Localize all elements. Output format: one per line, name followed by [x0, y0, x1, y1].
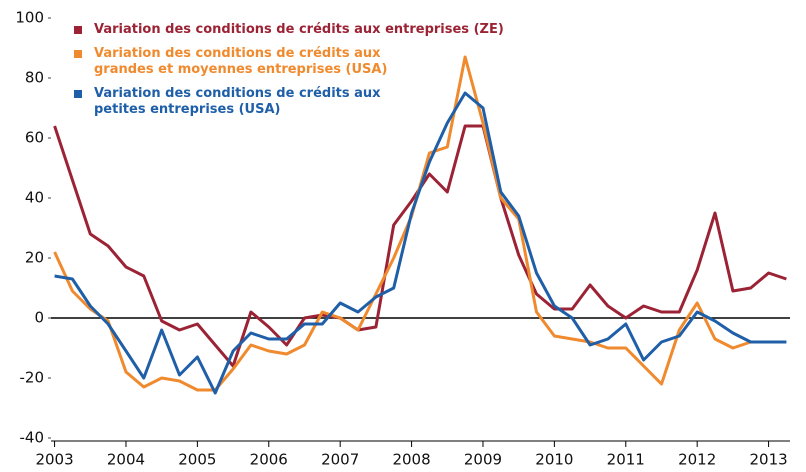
legend-label: Variation des conditions de crédits aux … — [94, 46, 388, 77]
y-tick-label: -20 — [20, 369, 45, 387]
legend-entry: Variation des conditions de crédits aux … — [72, 22, 504, 38]
x-tick-label: 2007 — [321, 451, 359, 469]
legend-swatch — [74, 90, 82, 98]
y-tick-label: 0 — [34, 309, 44, 327]
legend-swatch — [74, 26, 82, 34]
x-tick-label: 2009 — [464, 451, 502, 469]
legend-entry: Variation des conditions de crédits aux … — [72, 86, 434, 118]
legend-swatch — [74, 50, 82, 58]
x-tick-label: 2005 — [178, 451, 216, 469]
series-line — [53, 124, 787, 368]
legend: Variation des conditions de crédits aux … — [72, 22, 504, 126]
y-tick-label: 100 — [15, 9, 44, 27]
y-tick-label: 40 — [25, 189, 44, 207]
y-tick-label: 60 — [25, 129, 44, 147]
x-tick-label: 2006 — [250, 451, 288, 469]
legend-entry: Variation des conditions de crédits aux … — [72, 46, 434, 78]
x-tick-label: 2013 — [749, 451, 787, 469]
legend-label: Variation des conditions de crédits aux … — [94, 22, 504, 37]
x-tick-label: 2011 — [607, 451, 645, 469]
y-tick-label: 80 — [25, 69, 44, 87]
x-tick-label: 2004 — [107, 451, 145, 469]
x-tick-label: 2003 — [35, 451, 73, 469]
x-tick-label: 2008 — [392, 451, 430, 469]
y-tick-label: 20 — [25, 249, 44, 267]
y-tick-label: -40 — [20, 429, 45, 447]
legend-label: Variation des conditions de crédits aux … — [94, 86, 381, 117]
series-line — [54, 91, 787, 395]
x-tick-label: 2010 — [535, 451, 573, 469]
x-tick-label: 2012 — [678, 451, 716, 469]
